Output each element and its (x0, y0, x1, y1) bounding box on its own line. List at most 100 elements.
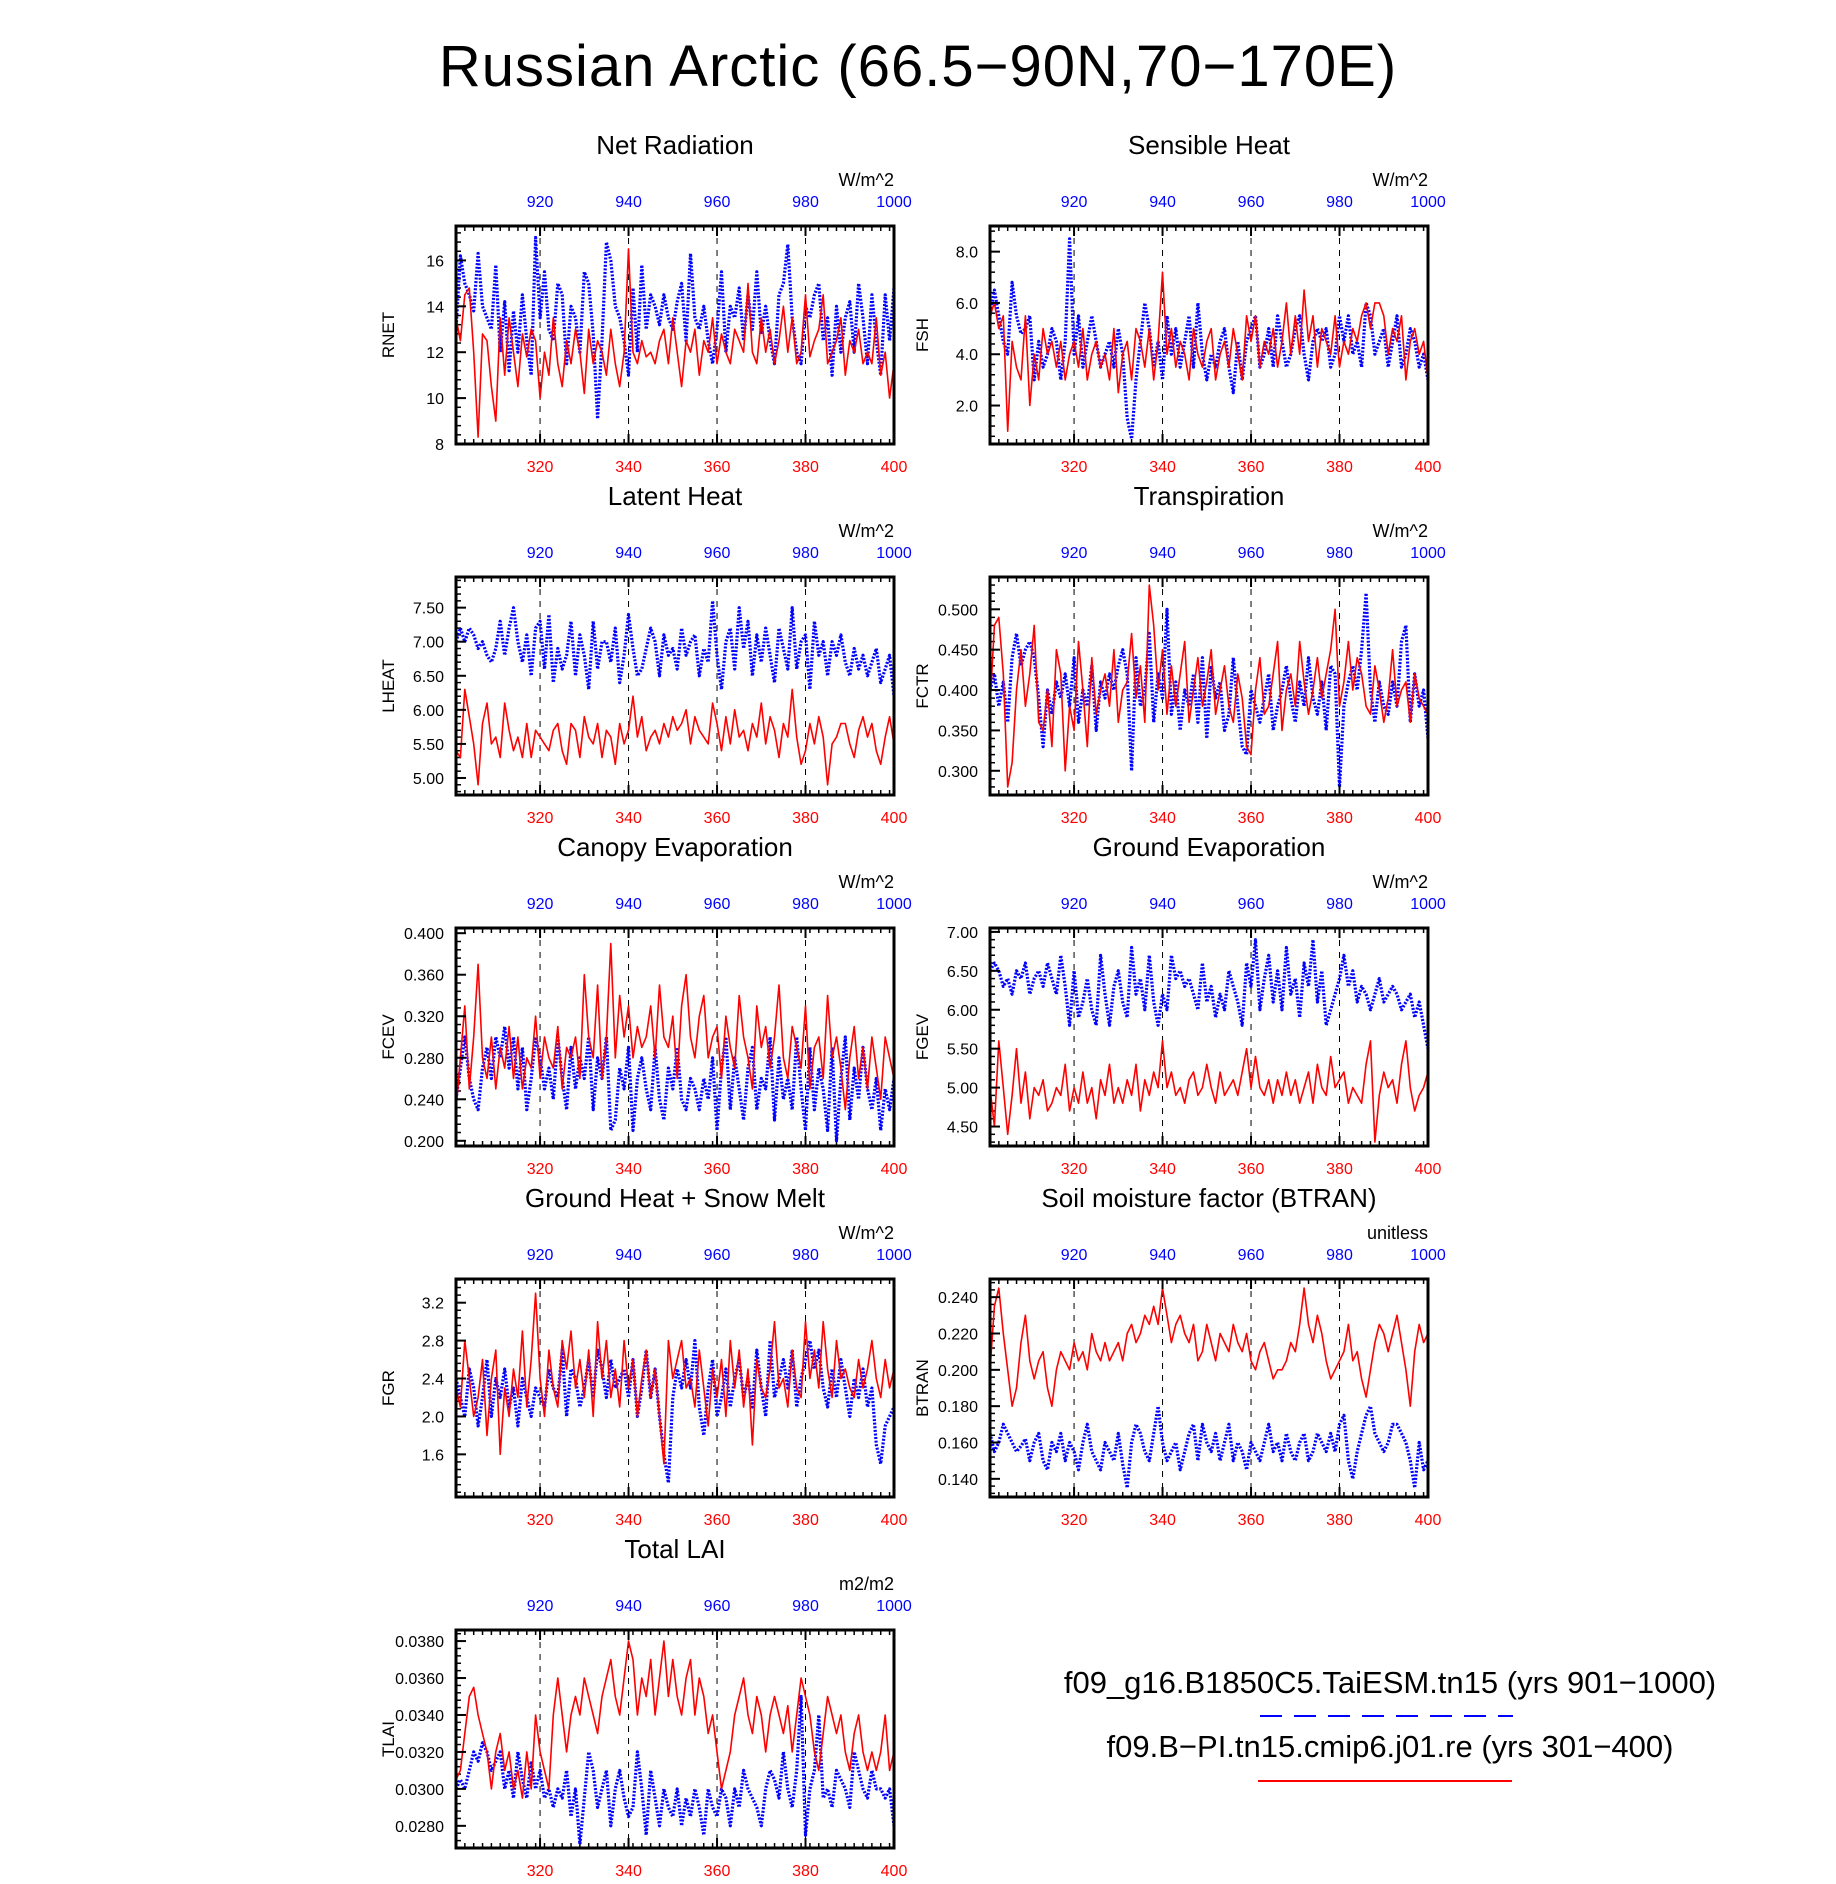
panel-title: Transpiration (1134, 481, 1285, 511)
series-line-red (455, 1640, 895, 1799)
panel-title: Latent Heat (608, 481, 743, 511)
y-tick-label: 0.0380 (395, 1634, 444, 1651)
series-line-red (989, 1287, 1429, 1407)
x-tick-label-bottom: 360 (1238, 1512, 1265, 1529)
x-tick-label-top: 960 (1238, 545, 1265, 562)
x-tick-label-top: 940 (1149, 1247, 1176, 1264)
y-tick-label: 0.0320 (395, 1745, 444, 1762)
plot-frame (454, 1628, 896, 1850)
legend-label-cmip6: f09.B−PI.tn15.cmip6.j01.re (yrs 301−400) (1107, 1729, 1674, 1764)
y-tick-label: 0.180 (938, 1399, 978, 1416)
x-tick-label-top: 920 (527, 194, 554, 211)
y-tick-label: 0.450 (938, 643, 978, 660)
x-tick-label-top: 1000 (876, 1598, 912, 1615)
panel-tlai: 0.0280 0.0300 0.0320 0.0340 0.0360 0.0380 320 3… (379, 1534, 912, 1880)
y-tick-label: 10 (426, 391, 444, 408)
series-line-red (989, 1040, 1429, 1143)
x-tick-label-top: 940 (615, 1598, 642, 1615)
y-tick-label: 0.200 (404, 1134, 444, 1151)
x-tick-label-bottom: 360 (704, 810, 731, 827)
y-tick-label: 0.300 (938, 764, 978, 781)
plot-frame (454, 224, 896, 446)
x-tick-label-top: 960 (1238, 194, 1265, 211)
x-tick-label-bottom: 320 (1061, 1512, 1088, 1529)
panel-fctr: 0.300 0.350 0.400 0.450 0.500 320 340 360 380 400… (913, 481, 1446, 827)
x-tick-label-bottom: 380 (792, 1512, 819, 1529)
x-tick-label-bottom: 400 (881, 1512, 908, 1529)
legend: f09_g16.B1850C5.TaiESM.tn15 (yrs 901−100… (1064, 1665, 1716, 1782)
x-tick-label-bottom: 340 (615, 1161, 642, 1178)
y-tick-label: 0.280 (404, 1051, 444, 1068)
x-tick-label-top: 980 (1326, 545, 1353, 562)
plot-frame (988, 575, 1430, 797)
panel-title: Ground Heat + Snow Melt (525, 1183, 826, 1213)
panel-title: Soil moisture factor (BTRAN) (1041, 1183, 1376, 1213)
panel-units: W/m^2 (839, 170, 894, 190)
x-tick-label-top: 960 (704, 1247, 731, 1264)
x-tick-label-bottom: 340 (1149, 459, 1176, 476)
y-axis-label: FSH (913, 318, 932, 352)
y-axis-label: LHEAT (379, 659, 398, 713)
x-tick-label-bottom: 340 (615, 1512, 642, 1529)
x-tick-label-bottom: 380 (1326, 1512, 1353, 1529)
y-tick-label: 7.00 (413, 635, 444, 652)
x-tick-label-bottom: 320 (527, 1863, 554, 1880)
x-tick-label-bottom: 400 (1415, 1512, 1442, 1529)
x-tick-label-top: 920 (527, 545, 554, 562)
x-tick-label-top: 960 (704, 1598, 731, 1615)
x-tick-label-top: 920 (527, 896, 554, 913)
series-line-blue (454, 1024, 896, 1143)
y-tick-label: 7.50 (413, 601, 444, 618)
x-tick-label-top: 940 (615, 1247, 642, 1264)
panel-title: Total LAI (624, 1534, 725, 1564)
y-tick-label: 0.400 (404, 926, 444, 943)
y-tick-label: 6.00 (947, 1003, 978, 1020)
y-tick-label: 6.0 (956, 296, 978, 313)
x-tick-label-top: 960 (704, 896, 731, 913)
x-tick-label-bottom: 340 (615, 810, 642, 827)
panel-btran: 0.140 0.160 0.180 0.200 0.220 0.240 320 340 360 3… (913, 1183, 1446, 1529)
x-tick-label-top: 920 (1061, 1247, 1088, 1264)
x-tick-label-bottom: 360 (1238, 459, 1265, 476)
y-tick-label: 5.00 (413, 771, 444, 788)
x-tick-label-bottom: 380 (1326, 1161, 1353, 1178)
series-line-blue (454, 235, 896, 421)
y-tick-label: 16 (426, 253, 444, 270)
y-tick-label: 0.360 (404, 968, 444, 985)
panel-units: W/m^2 (839, 872, 894, 892)
series-line-red (455, 942, 895, 1111)
x-tick-label-bottom: 380 (792, 1161, 819, 1178)
x-tick-label-bottom: 380 (792, 1863, 819, 1880)
x-tick-label-bottom: 340 (1149, 810, 1176, 827)
x-tick-label-top: 1000 (1410, 194, 1446, 211)
series-line-blue (454, 1694, 896, 1846)
x-tick-label-top: 980 (792, 545, 819, 562)
x-tick-label-top: 980 (792, 1247, 819, 1264)
y-tick-label: 7.00 (947, 925, 978, 942)
x-tick-label-top: 920 (1061, 896, 1088, 913)
x-tick-label-bottom: 400 (1415, 1161, 1442, 1178)
panel-units: W/m^2 (1373, 872, 1428, 892)
series-line-red (989, 584, 1429, 788)
x-tick-label-bottom: 400 (1415, 459, 1442, 476)
x-tick-label-top: 1000 (876, 545, 912, 562)
series-line-blue (454, 599, 896, 697)
y-axis-label: FGR (379, 1370, 398, 1406)
x-tick-label-bottom: 400 (881, 810, 908, 827)
y-axis-label: BTRAN (913, 1359, 932, 1417)
y-tick-label: 4.50 (947, 1120, 978, 1137)
x-tick-label-top: 940 (1149, 896, 1176, 913)
y-tick-label: 6.00 (413, 703, 444, 720)
x-tick-label-bottom: 400 (881, 1863, 908, 1880)
x-tick-label-bottom: 320 (1061, 459, 1088, 476)
panel-lheat: 5.00 5.50 6.00 6.50 7.00 7.50 320 340 360 380 400 9… (379, 481, 912, 827)
x-tick-label-bottom: 340 (615, 1863, 642, 1880)
x-tick-label-top: 980 (1326, 194, 1353, 211)
series-line-red (455, 688, 895, 786)
y-tick-label: 5.00 (947, 1081, 978, 1098)
series-line-blue (454, 1338, 896, 1485)
x-tick-label-bottom: 340 (615, 459, 642, 476)
y-axis-label: FCTR (913, 663, 932, 708)
x-tick-label-top: 940 (615, 194, 642, 211)
